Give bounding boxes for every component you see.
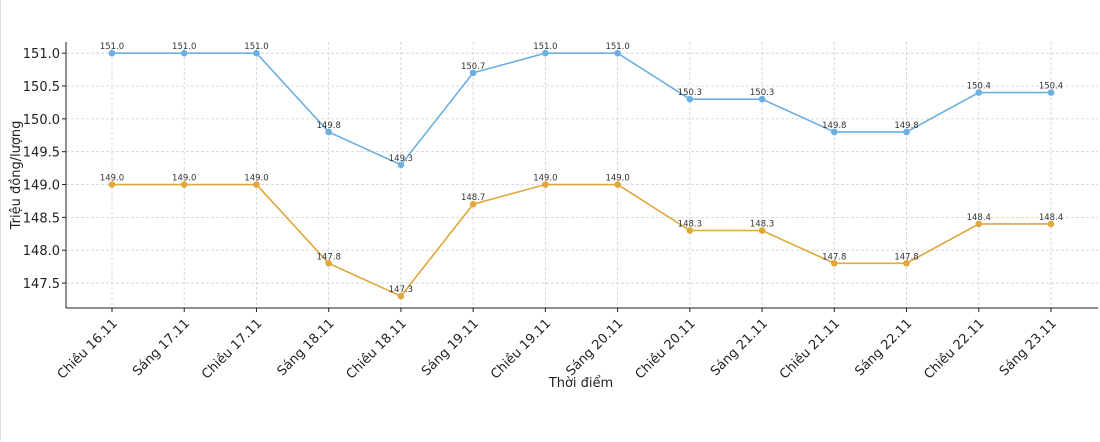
- data-label: 148.7: [461, 193, 485, 203]
- data-point: [542, 49, 549, 57]
- x-tick-label: Sáng 21.11: [708, 316, 771, 379]
- data-label: 149.8: [894, 121, 918, 131]
- x-axis-label: Thời điểm: [548, 376, 613, 391]
- data-point: [180, 49, 188, 57]
- series-group: 151.0 151.0 151.0 149.8 149.3 150.7 151.0 151.0…: [100, 42, 1063, 300]
- data-point: [831, 260, 838, 267]
- data-point: [686, 95, 694, 103]
- series-line-1: [112, 52, 1051, 166]
- data-label: 149.8: [822, 121, 846, 131]
- y-tick-label: 149.5: [23, 146, 60, 161]
- data-label: 149.0: [244, 174, 268, 184]
- data-label: 150.4: [1039, 82, 1063, 92]
- data-label: 150.4: [967, 82, 991, 92]
- data-label: 149.0: [172, 174, 196, 184]
- data-point: [542, 181, 549, 188]
- data-label: 150.3: [678, 88, 702, 98]
- data-point: [1047, 220, 1055, 228]
- data-label: 151.0: [605, 42, 629, 52]
- x-tick-label: Chiều 16.11: [55, 316, 121, 382]
- y-tick-label: 149.0: [23, 179, 60, 194]
- data-label: 150.7: [461, 62, 485, 72]
- y-tick-label: 147.5: [23, 277, 60, 292]
- data-label: 147.8: [822, 252, 846, 262]
- data-label: 149.3: [389, 154, 413, 164]
- x-tick-label: Sáng 22.11: [852, 316, 915, 379]
- data-point: [180, 181, 188, 188]
- x-tick-label: Chiều 18.11: [344, 316, 410, 382]
- data-point: [614, 181, 621, 188]
- y-tick-label: 151.0: [23, 47, 60, 62]
- data-label: 147.8: [317, 252, 341, 262]
- data-label: 149.0: [100, 174, 124, 184]
- x-tick-label: Sáng 18.11: [275, 316, 338, 379]
- data-point: [325, 260, 332, 267]
- series-line-2: [112, 183, 1051, 298]
- y-tick-label: 148.0: [23, 244, 60, 259]
- data-point: [108, 181, 116, 188]
- data-point: [1047, 89, 1055, 96]
- data-label: 149.0: [605, 174, 629, 184]
- x-tick-label: Sáng 20.11: [563, 316, 626, 379]
- data-point: [903, 128, 910, 136]
- data-point: [108, 49, 116, 57]
- y-tick-label: 148.5: [23, 211, 60, 226]
- data-label: 148.3: [678, 219, 702, 229]
- data-point: [975, 89, 983, 96]
- data-point: [325, 128, 332, 136]
- data-point: [831, 128, 838, 136]
- data-point: [397, 292, 405, 300]
- x-tick-label: Chiều 22.11: [921, 316, 987, 382]
- y-axis-label: Triệu đồng/lượng: [9, 121, 24, 231]
- data-point: [614, 49, 621, 57]
- data-point: [469, 69, 477, 77]
- grid: [66, 42, 1098, 308]
- x-tick-label: Sáng 17.11: [130, 316, 193, 379]
- data-label: 151.0: [172, 42, 196, 52]
- data-label: 151.0: [100, 42, 124, 52]
- data-label: 148.4: [1039, 213, 1063, 223]
- data-label: 151.0: [533, 42, 557, 52]
- data-point: [686, 227, 694, 234]
- data-point: [758, 95, 766, 103]
- data-point: [903, 260, 910, 267]
- y-tick-label: 150.5: [23, 80, 60, 95]
- data-point: [253, 49, 260, 57]
- x-tick-label: Sáng 23.11: [997, 316, 1060, 379]
- data-label: 147.8: [894, 252, 918, 262]
- data-point: [975, 220, 983, 228]
- y-tick-label: 150.0: [23, 113, 60, 128]
- data-label: 148.4: [967, 213, 991, 223]
- x-tick-label: Chiều 20.11: [633, 316, 699, 382]
- data-label: 150.3: [750, 88, 774, 98]
- data-label: 147.3: [389, 285, 413, 295]
- data-point: [253, 181, 260, 188]
- data-label: 151.0: [244, 42, 268, 52]
- data-point: [397, 161, 405, 169]
- x-tick-label: Chiều 19.11: [488, 316, 554, 382]
- data-point: [469, 200, 477, 208]
- x-tick-label: Sáng 19.11: [419, 316, 482, 379]
- data-label: 149.8: [317, 121, 341, 131]
- x-tick-label: Chiều 17.11: [199, 316, 265, 382]
- data-point: [758, 227, 766, 234]
- x-tick-label: Chiều 21.11: [777, 316, 843, 382]
- data-label: 148.3: [750, 219, 774, 229]
- data-label: 149.0: [533, 174, 557, 184]
